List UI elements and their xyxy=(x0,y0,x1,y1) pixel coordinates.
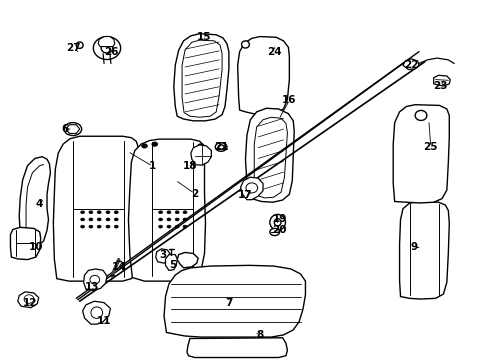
Ellipse shape xyxy=(274,219,281,226)
Polygon shape xyxy=(186,338,287,357)
Ellipse shape xyxy=(81,225,84,228)
Ellipse shape xyxy=(114,225,118,228)
Ellipse shape xyxy=(106,218,110,221)
Ellipse shape xyxy=(197,144,203,148)
Polygon shape xyxy=(245,108,294,202)
Ellipse shape xyxy=(166,225,170,228)
Polygon shape xyxy=(399,202,448,299)
Text: 13: 13 xyxy=(85,282,100,292)
Ellipse shape xyxy=(183,211,186,214)
Ellipse shape xyxy=(215,143,226,151)
Ellipse shape xyxy=(114,218,118,221)
Text: 16: 16 xyxy=(282,95,296,105)
Polygon shape xyxy=(19,157,50,247)
Ellipse shape xyxy=(166,218,170,221)
Polygon shape xyxy=(177,252,198,268)
Ellipse shape xyxy=(152,142,158,146)
Ellipse shape xyxy=(158,218,162,221)
Ellipse shape xyxy=(218,145,224,149)
Polygon shape xyxy=(10,227,41,260)
Ellipse shape xyxy=(106,225,110,228)
Polygon shape xyxy=(182,40,222,117)
Polygon shape xyxy=(190,145,211,165)
Ellipse shape xyxy=(106,211,110,214)
Ellipse shape xyxy=(24,295,34,303)
Ellipse shape xyxy=(142,144,147,148)
Text: 12: 12 xyxy=(22,298,37,308)
Ellipse shape xyxy=(97,211,101,214)
Ellipse shape xyxy=(101,43,113,53)
Ellipse shape xyxy=(91,307,102,319)
Ellipse shape xyxy=(76,42,83,48)
Ellipse shape xyxy=(241,41,249,48)
Text: 21: 21 xyxy=(213,142,228,152)
Text: 26: 26 xyxy=(104,46,119,57)
Text: 19: 19 xyxy=(272,214,286,224)
Polygon shape xyxy=(156,249,170,263)
Polygon shape xyxy=(433,75,449,86)
Ellipse shape xyxy=(245,183,257,193)
Ellipse shape xyxy=(81,211,84,214)
Text: 9: 9 xyxy=(410,242,417,252)
Ellipse shape xyxy=(81,218,84,221)
Ellipse shape xyxy=(97,225,101,228)
Ellipse shape xyxy=(89,218,93,221)
Text: 27: 27 xyxy=(66,43,81,53)
Text: 14: 14 xyxy=(111,262,126,272)
Ellipse shape xyxy=(175,211,179,214)
Polygon shape xyxy=(165,255,177,270)
Polygon shape xyxy=(237,37,289,115)
Polygon shape xyxy=(173,34,228,121)
Text: 15: 15 xyxy=(197,32,211,42)
Polygon shape xyxy=(163,265,305,337)
Text: 22: 22 xyxy=(403,59,418,69)
Polygon shape xyxy=(82,301,110,324)
Polygon shape xyxy=(83,269,107,291)
Text: 8: 8 xyxy=(256,330,263,340)
Text: 10: 10 xyxy=(28,242,43,252)
Text: 4: 4 xyxy=(35,199,42,210)
Ellipse shape xyxy=(269,215,285,230)
Text: 3: 3 xyxy=(159,249,166,260)
Polygon shape xyxy=(98,37,115,46)
Text: 20: 20 xyxy=(272,225,286,235)
Polygon shape xyxy=(53,136,140,281)
Ellipse shape xyxy=(97,218,101,221)
Polygon shape xyxy=(18,292,39,308)
Text: 5: 5 xyxy=(168,260,176,270)
Ellipse shape xyxy=(69,126,77,132)
Text: 1: 1 xyxy=(149,161,156,171)
Text: 24: 24 xyxy=(267,46,282,57)
Ellipse shape xyxy=(183,225,186,228)
Text: 17: 17 xyxy=(238,190,252,200)
Ellipse shape xyxy=(175,218,179,221)
Ellipse shape xyxy=(166,211,170,214)
Ellipse shape xyxy=(158,225,162,228)
Polygon shape xyxy=(240,177,263,200)
Text: 18: 18 xyxy=(182,161,197,171)
Polygon shape xyxy=(128,139,205,281)
Ellipse shape xyxy=(183,218,186,221)
Polygon shape xyxy=(402,59,418,69)
Ellipse shape xyxy=(414,111,426,121)
Ellipse shape xyxy=(114,211,118,214)
Ellipse shape xyxy=(89,211,93,214)
Text: 25: 25 xyxy=(423,142,437,152)
Ellipse shape xyxy=(269,228,279,235)
Text: 23: 23 xyxy=(432,81,447,91)
Text: 2: 2 xyxy=(191,189,198,199)
Ellipse shape xyxy=(158,211,162,214)
Text: 11: 11 xyxy=(97,316,111,325)
Ellipse shape xyxy=(90,275,100,284)
Text: 6: 6 xyxy=(61,124,68,134)
Ellipse shape xyxy=(64,123,81,135)
Ellipse shape xyxy=(89,225,93,228)
Ellipse shape xyxy=(93,37,121,59)
Text: 7: 7 xyxy=(225,298,232,308)
Polygon shape xyxy=(392,105,448,203)
Polygon shape xyxy=(66,125,80,134)
Ellipse shape xyxy=(175,225,179,228)
